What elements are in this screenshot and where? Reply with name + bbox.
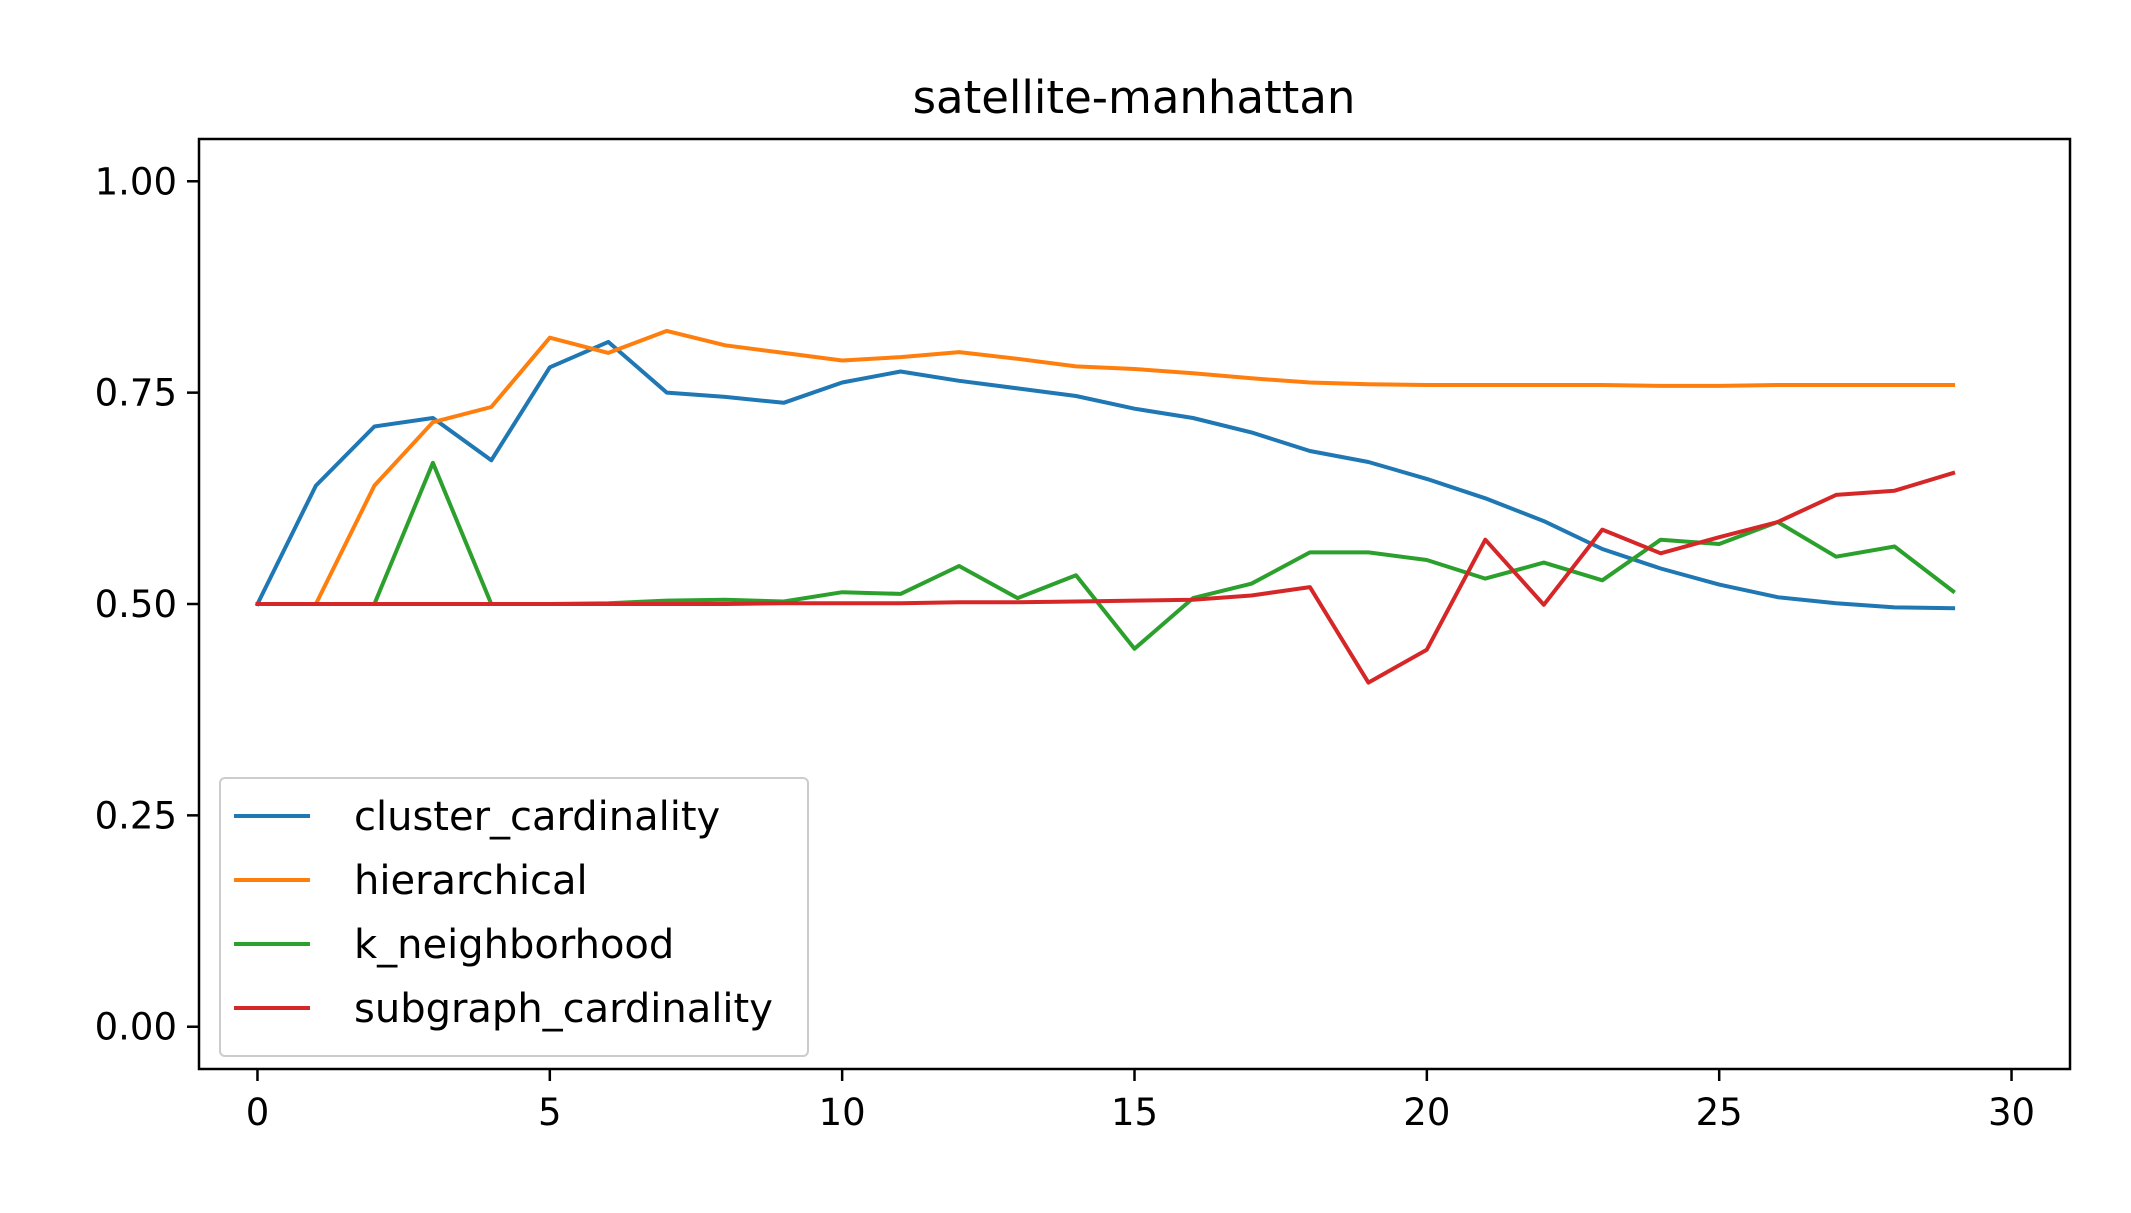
y-tick-label: 0.00 [95, 1006, 177, 1049]
legend-label: cluster_cardinality [354, 794, 720, 840]
series-line-hierarchical [255, 328, 1956, 606]
x-tick-label: 15 [1111, 1091, 1158, 1134]
plot-area [254, 328, 1956, 685]
legend: cluster_cardinality hierarchical k_neighbo… [219, 777, 809, 1057]
series-line-subgraph-cardinality [255, 470, 1956, 685]
x-tick-label: 30 [1988, 1091, 2035, 1134]
y-tick-label: 1.00 [95, 160, 177, 203]
y-tick-label: 0.25 [95, 794, 177, 837]
legend-box [219, 777, 809, 1057]
x-axis: 0 5 10 15 20 25 30 [246, 1069, 2035, 1134]
x-tick-label: 10 [819, 1091, 866, 1134]
x-tick-label: 25 [1696, 1091, 1743, 1134]
y-tick-label: 0.75 [95, 372, 177, 415]
x-tick-label: 5 [538, 1091, 562, 1134]
y-axis: 0.00 0.25 0.50 0.75 1.00 [95, 160, 199, 1049]
legend-label: subgraph_cardinality [354, 986, 773, 1032]
legend-label: k_neighborhood [354, 922, 674, 968]
y-tick-label: 0.50 [95, 583, 177, 626]
x-tick-label: 0 [246, 1091, 270, 1134]
chart-title: satellite-manhattan [913, 71, 1356, 124]
x-tick-label: 20 [1403, 1091, 1450, 1134]
series-line-cluster-cardinality [254, 339, 1956, 611]
legend-label: hierarchical [354, 858, 588, 904]
